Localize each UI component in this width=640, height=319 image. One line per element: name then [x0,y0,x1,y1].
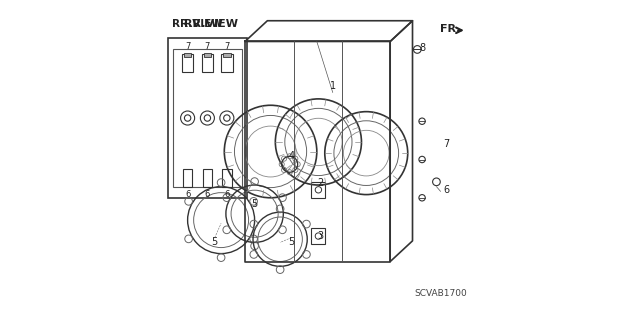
Text: 7: 7 [224,42,230,51]
Text: 1: 1 [330,81,336,91]
Text: 8: 8 [419,43,425,53]
Text: 7: 7 [185,42,190,51]
Bar [183,169,193,187]
Text: 5: 5 [288,237,294,248]
Bar [182,54,193,72]
Text: RR.VIEW: RR.VIEW [184,19,239,29]
Text: 6: 6 [185,190,190,199]
Text: 6: 6 [443,185,449,195]
Bar [168,38,246,198]
Bar [204,53,211,57]
Bar [173,49,242,187]
Text: 7: 7 [443,138,449,149]
Text: 6: 6 [224,190,230,199]
Bar [202,54,213,72]
Text: RR.VIEW: RR.VIEW [172,19,223,29]
Bar [221,54,232,72]
Text: 5: 5 [252,199,258,209]
Bar [184,53,191,57]
Bar [222,169,232,187]
Text: FR.: FR. [440,24,460,34]
Text: 5: 5 [212,237,218,248]
Bar [312,182,325,198]
Text: 7: 7 [205,42,210,51]
Text: 2: 2 [317,178,323,189]
Text: 3: 3 [317,231,323,241]
Bar [223,53,230,57]
Text: 6: 6 [205,190,210,199]
Bar [312,228,325,244]
Text: 4: 4 [288,151,294,161]
Text: SCVAB1700: SCVAB1700 [415,289,468,298]
Bar [203,169,212,187]
